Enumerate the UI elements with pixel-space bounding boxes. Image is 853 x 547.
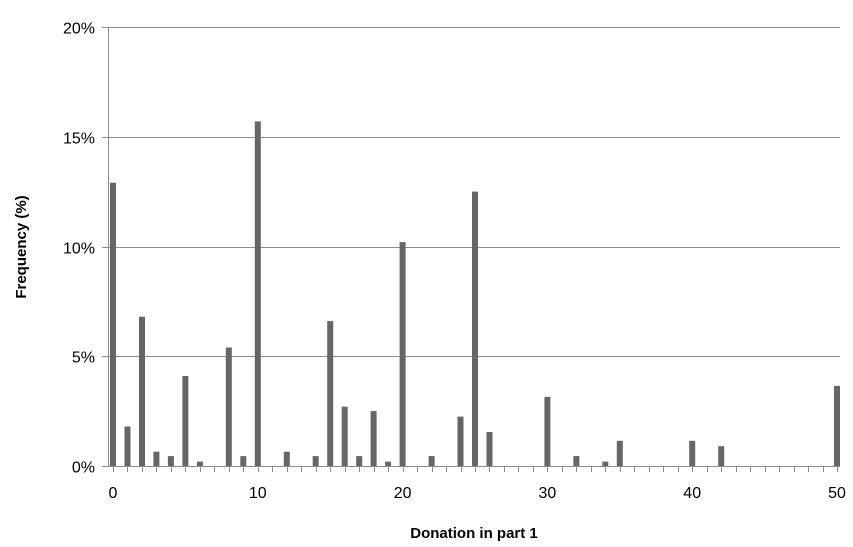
x-tick-label: 40 [683, 485, 701, 502]
x-tick-label: 30 [539, 485, 557, 502]
bar [139, 316, 145, 466]
bar [616, 440, 623, 466]
bar [196, 461, 203, 466]
bar [254, 121, 261, 467]
bar [718, 446, 725, 466]
y-axis-title: Frequency (%) [13, 195, 30, 298]
bar [457, 416, 464, 466]
bar [327, 321, 334, 466]
bar [240, 456, 247, 466]
bar [110, 182, 116, 467]
bar [602, 461, 609, 466]
bar [399, 242, 406, 466]
bar [182, 376, 189, 466]
bar [428, 456, 435, 466]
x-axis-title: Donation in part 1 [410, 525, 538, 542]
bar [356, 456, 363, 466]
bar [370, 411, 377, 466]
axes [102, 27, 840, 472]
bar [486, 432, 493, 466]
y-tick-labels: 0% 5% 10% 15% 20% [63, 21, 95, 477]
bar [283, 451, 290, 466]
y-tick-label: 5% [72, 350, 95, 367]
x-tick-label: 20 [394, 485, 412, 502]
y-tick-label: 10% [63, 241, 95, 258]
x-tick-label: 50 [828, 485, 846, 502]
y-tick-label: 20% [63, 21, 95, 38]
bar [341, 406, 348, 466]
x-tick-labels: 0 10 20 30 40 50 [109, 485, 846, 502]
bar [544, 396, 551, 466]
bar [834, 385, 840, 466]
x-tick-label: 0 [109, 485, 118, 502]
bars [110, 121, 840, 467]
bar [385, 461, 392, 466]
y-tick-label: 0% [72, 460, 95, 477]
bar [153, 451, 160, 466]
bar [472, 191, 478, 466]
bar [312, 456, 319, 466]
bar [225, 347, 232, 466]
bar [124, 426, 131, 466]
x-tick-label: 10 [249, 485, 267, 502]
y-tick-label: 15% [63, 131, 95, 148]
bar [689, 440, 696, 466]
bar [167, 456, 174, 466]
bar [573, 456, 580, 466]
